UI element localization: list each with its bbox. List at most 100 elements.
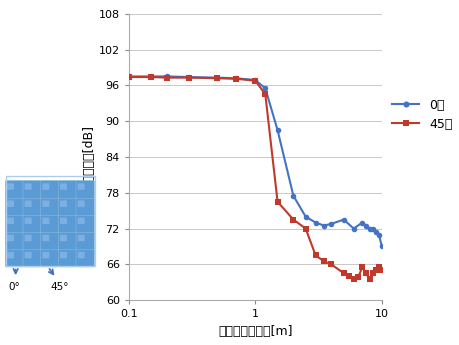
FancyBboxPatch shape (25, 218, 32, 224)
FancyBboxPatch shape (58, 249, 77, 267)
FancyBboxPatch shape (7, 200, 14, 207)
FancyBboxPatch shape (23, 198, 41, 216)
Y-axis label: 鼻圧レベル[dB]: 鼻圧レベル[dB] (83, 125, 95, 189)
FancyBboxPatch shape (7, 252, 14, 258)
0度 (369, 226, 375, 230)
45度 (372, 268, 378, 273)
Text: 0°: 0° (8, 282, 20, 292)
FancyBboxPatch shape (7, 183, 14, 190)
FancyBboxPatch shape (23, 249, 41, 267)
0度 (312, 220, 318, 225)
FancyBboxPatch shape (58, 180, 77, 198)
FancyBboxPatch shape (40, 249, 59, 267)
45度 (164, 76, 169, 80)
Legend: 0度, 45度: 0度, 45度 (386, 94, 457, 136)
45度 (358, 265, 364, 269)
Text: 45°: 45° (50, 282, 69, 292)
FancyBboxPatch shape (78, 200, 84, 207)
FancyBboxPatch shape (40, 198, 59, 216)
Bar (6, 176, 95, 266)
FancyBboxPatch shape (60, 252, 67, 258)
0度 (372, 229, 378, 234)
45度 (262, 92, 268, 96)
FancyBboxPatch shape (76, 232, 94, 250)
FancyBboxPatch shape (6, 215, 24, 233)
0度 (274, 128, 280, 132)
FancyBboxPatch shape (76, 180, 94, 198)
FancyBboxPatch shape (78, 235, 84, 241)
45度 (363, 271, 368, 275)
0度 (232, 76, 238, 80)
45度 (148, 75, 153, 79)
FancyBboxPatch shape (78, 218, 84, 224)
Line: 0度: 0度 (126, 74, 384, 249)
FancyBboxPatch shape (40, 232, 59, 250)
FancyBboxPatch shape (25, 235, 32, 241)
FancyBboxPatch shape (60, 183, 67, 190)
0度 (214, 76, 219, 80)
0度 (262, 86, 268, 90)
45度 (126, 75, 131, 79)
FancyBboxPatch shape (58, 232, 77, 250)
0度 (378, 244, 384, 248)
0度 (302, 215, 308, 219)
FancyBboxPatch shape (25, 200, 32, 207)
FancyBboxPatch shape (42, 183, 49, 190)
FancyBboxPatch shape (60, 218, 67, 224)
FancyBboxPatch shape (6, 249, 24, 267)
0度 (350, 226, 356, 230)
FancyBboxPatch shape (23, 215, 41, 233)
FancyBboxPatch shape (42, 200, 49, 207)
FancyBboxPatch shape (6, 180, 24, 198)
FancyBboxPatch shape (23, 232, 41, 250)
0度 (366, 226, 371, 230)
0度 (186, 75, 191, 79)
FancyBboxPatch shape (42, 218, 49, 224)
FancyBboxPatch shape (7, 218, 14, 224)
FancyBboxPatch shape (42, 235, 49, 241)
45度 (355, 275, 360, 279)
FancyBboxPatch shape (25, 252, 32, 258)
Line: 45度: 45度 (126, 74, 384, 282)
45度 (328, 262, 334, 266)
45度 (302, 226, 308, 230)
45度 (252, 79, 257, 83)
45度 (369, 271, 375, 275)
0度 (164, 75, 169, 79)
45度 (366, 277, 371, 281)
FancyBboxPatch shape (40, 180, 59, 198)
FancyBboxPatch shape (60, 235, 67, 241)
45度 (312, 253, 318, 257)
FancyBboxPatch shape (60, 200, 67, 207)
FancyBboxPatch shape (42, 252, 49, 258)
FancyBboxPatch shape (6, 198, 24, 216)
FancyBboxPatch shape (78, 252, 84, 258)
45度 (346, 274, 351, 278)
45度 (186, 76, 191, 80)
0度 (340, 218, 346, 222)
0度 (328, 222, 334, 226)
45度 (378, 268, 384, 273)
45度 (375, 265, 381, 269)
0度 (290, 194, 296, 198)
FancyBboxPatch shape (23, 180, 41, 198)
0度 (252, 78, 257, 82)
0度 (363, 224, 368, 228)
0度 (126, 75, 131, 79)
FancyBboxPatch shape (76, 249, 94, 267)
45度 (290, 218, 296, 222)
0度 (148, 75, 153, 79)
FancyBboxPatch shape (7, 235, 14, 241)
FancyBboxPatch shape (76, 215, 94, 233)
45度 (321, 259, 326, 264)
X-axis label: 中心からの距離[m]: 中心からの距離[m] (218, 325, 292, 338)
45度 (232, 77, 238, 81)
0度 (375, 233, 381, 237)
FancyBboxPatch shape (78, 183, 84, 190)
FancyBboxPatch shape (25, 183, 32, 190)
FancyBboxPatch shape (58, 215, 77, 233)
0度 (321, 224, 326, 228)
FancyBboxPatch shape (6, 232, 24, 250)
FancyBboxPatch shape (40, 215, 59, 233)
45度 (274, 200, 280, 204)
